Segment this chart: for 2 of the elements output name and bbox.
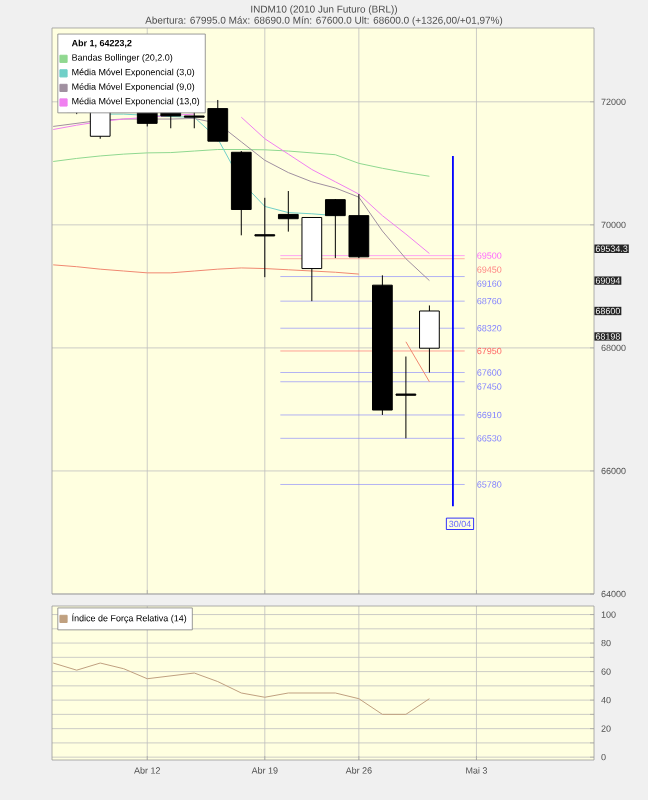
- candlestick: [419, 304, 440, 374]
- candlestick: [254, 197, 276, 278]
